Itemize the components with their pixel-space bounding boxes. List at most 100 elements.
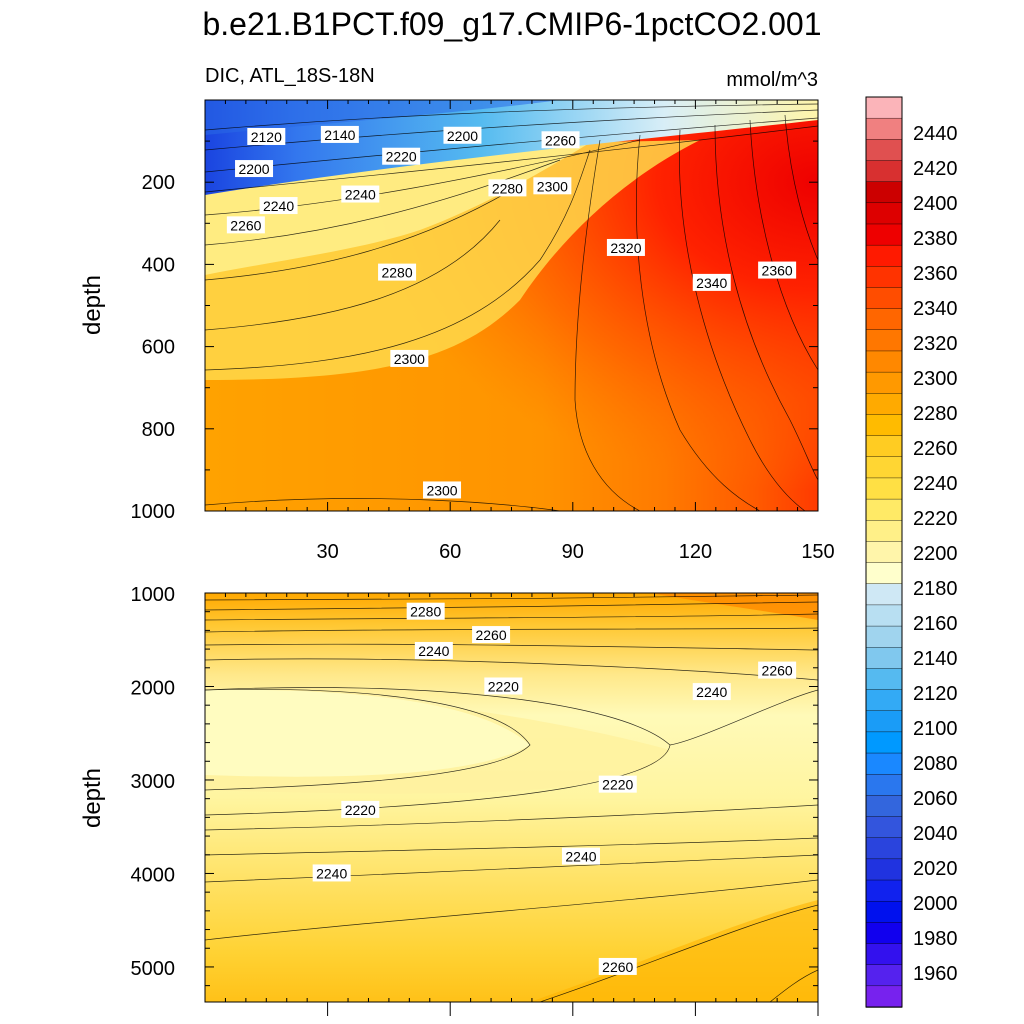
colorbar-swatch bbox=[865, 371, 903, 394]
contour-label: 2120 bbox=[247, 127, 286, 145]
colorbar-label: 2120 bbox=[913, 683, 958, 705]
colorbar-swatch bbox=[865, 583, 903, 606]
colorbar-swatch bbox=[865, 139, 903, 162]
contour-label-text: 2220 bbox=[386, 149, 417, 165]
contour-label-text: 2240 bbox=[565, 849, 596, 865]
colorbar-swatch bbox=[865, 858, 903, 881]
contour-label-text: 2240 bbox=[263, 198, 294, 214]
colorbar-swatch bbox=[865, 731, 903, 754]
colorbar-swatch bbox=[865, 752, 903, 775]
bottom-axes: 1000 2000 3000 4000 5000 bbox=[131, 584, 818, 1002]
panel-subtitle-left: DIC, ATL_18S-18N bbox=[205, 65, 375, 87]
contour-label-box bbox=[312, 864, 351, 882]
contour-label: 2280 bbox=[406, 602, 445, 620]
contour-label: 2260 bbox=[758, 661, 797, 679]
bottom-ytick-label: 1000 bbox=[131, 584, 176, 606]
colorbar-swatch bbox=[865, 668, 903, 691]
contour-label-box bbox=[692, 683, 731, 701]
bottom-ylabel: depth bbox=[79, 768, 106, 828]
contour-label-box bbox=[606, 238, 645, 256]
contour-label: 2280 bbox=[378, 263, 417, 281]
colorbar-swatch bbox=[865, 96, 903, 119]
contour-label-box bbox=[378, 263, 417, 281]
contour-label-text: 2300 bbox=[426, 482, 457, 498]
colorbar-swatch bbox=[865, 900, 903, 924]
top-xtick-label: 150 bbox=[801, 541, 834, 563]
colorbar-label: 2200 bbox=[913, 543, 958, 565]
contour-label-box bbox=[247, 127, 286, 145]
contour-label: 2200 bbox=[235, 160, 274, 178]
top-xtick-label: 60 bbox=[439, 541, 461, 563]
contour-label-text: 2260 bbox=[475, 627, 506, 643]
contour-label: 2360 bbox=[758, 261, 797, 279]
colorbar-swatch bbox=[865, 414, 903, 437]
colorbar-frame bbox=[865, 96, 903, 1008]
top-contours bbox=[205, 103, 818, 511]
colorbar-label: 2140 bbox=[913, 648, 958, 670]
colorbar-label: 2400 bbox=[913, 193, 958, 215]
colorbar-label: 2100 bbox=[913, 718, 958, 740]
contour-label-text: 2200 bbox=[447, 128, 478, 144]
colorbar-swatch bbox=[865, 985, 903, 1008]
contour-label-box bbox=[259, 197, 298, 215]
contour-label-text: 2140 bbox=[324, 127, 355, 143]
contour-label-text: 2260 bbox=[602, 959, 633, 975]
contour-label: 2240 bbox=[692, 683, 731, 701]
contour-label-text: 2300 bbox=[394, 351, 425, 367]
contour-label-box bbox=[423, 481, 462, 499]
contour-label: 2220 bbox=[484, 677, 523, 695]
top-contour-labels: 2120 2140 2200 2260 2220 2200 2240 2240 2280 2300… bbox=[226, 125, 797, 499]
contour-label: 2260 bbox=[598, 957, 637, 975]
contour-label-text: 2280 bbox=[492, 180, 523, 196]
contour-label: 2280 bbox=[488, 179, 527, 197]
contour-label: 2320 bbox=[606, 238, 645, 256]
contour-label-box bbox=[484, 677, 523, 695]
contour-label-text: 2360 bbox=[762, 263, 793, 279]
colorbar-label: 2080 bbox=[913, 753, 958, 775]
contour-label-box bbox=[382, 147, 421, 165]
colorbar-swatch bbox=[865, 350, 903, 373]
colorbar-swatch bbox=[865, 308, 903, 331]
colorbar-label: 2160 bbox=[913, 613, 958, 635]
contour-label-box bbox=[758, 661, 797, 679]
top-xtick-label: 30 bbox=[316, 541, 338, 563]
chart-title: b.e21.B1PCT.f09_g17.CMIP6-1pctCO2.001 bbox=[202, 6, 822, 42]
top-panel: 200 400 600 800 1000 30 60 90 120 150 2120 2140 220… bbox=[79, 65, 835, 1016]
top-axes: 200 400 600 800 1000 30 60 90 120 150 bbox=[131, 100, 835, 1016]
contour-label-text: 2200 bbox=[238, 161, 269, 177]
contour-label-box bbox=[598, 957, 637, 975]
colorbar-label: 2260 bbox=[913, 438, 958, 460]
top-xtick-label: 90 bbox=[562, 541, 584, 563]
colorbar-swatch bbox=[865, 477, 903, 500]
colorbar-swatch bbox=[865, 266, 903, 289]
contour-label-box bbox=[341, 800, 380, 818]
contour-label-text: 2260 bbox=[230, 217, 261, 233]
contour-label-text: 2260 bbox=[762, 663, 793, 679]
colorbar-swatch bbox=[865, 943, 903, 966]
contour-label-text: 2240 bbox=[418, 643, 449, 659]
bottom-ytick-label: 4000 bbox=[131, 864, 176, 886]
colorbar-swatch bbox=[865, 456, 903, 479]
contour-label-box bbox=[472, 626, 511, 644]
contour-label-text: 2280 bbox=[381, 265, 412, 281]
bottom-panel-field bbox=[205, 593, 818, 1002]
contour-label-text: 2260 bbox=[545, 132, 576, 148]
contour-label-box bbox=[561, 847, 600, 865]
top-ytick-label: 600 bbox=[142, 337, 175, 359]
contour-label-text: 2240 bbox=[345, 187, 376, 203]
colorbar-swatch bbox=[865, 202, 903, 225]
contour-label: 2240 bbox=[414, 641, 453, 659]
contour-label: 2300 bbox=[533, 177, 572, 195]
colorbar-swatch bbox=[865, 498, 903, 521]
colorbar-swatch bbox=[865, 244, 903, 268]
contour-label-text: 2220 bbox=[488, 678, 519, 694]
top-xtick-label: 120 bbox=[679, 541, 712, 563]
bottom-contours bbox=[205, 594, 818, 1002]
contour-label: 2300 bbox=[390, 349, 429, 367]
contour-label: 2240 bbox=[561, 847, 600, 865]
contour-label: 2220 bbox=[382, 147, 421, 165]
contour-label-text: 2240 bbox=[696, 684, 727, 700]
contour-label-box bbox=[758, 261, 797, 279]
contour-label: 2240 bbox=[341, 185, 380, 203]
contour-label-box bbox=[541, 131, 580, 149]
